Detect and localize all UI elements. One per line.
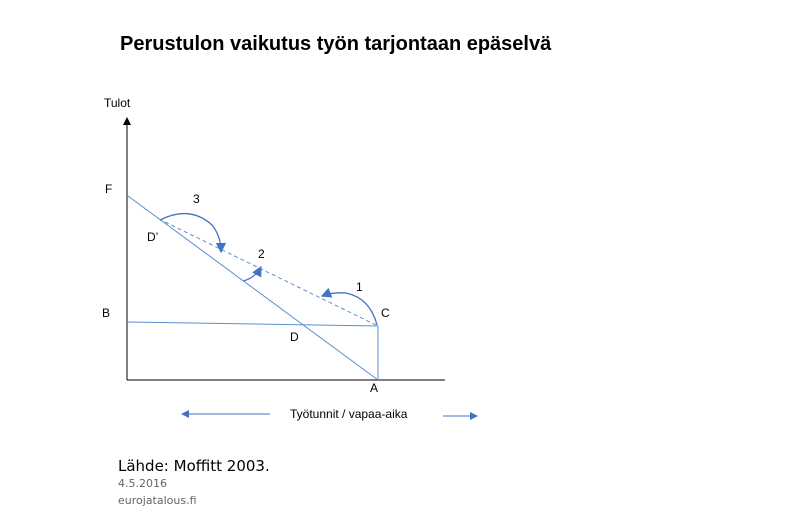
arrow-1 (320, 287, 378, 326)
label-f: F (105, 182, 112, 196)
y-axis-label: Tulot (104, 96, 131, 110)
budget-line (127, 195, 379, 381)
basic-income-line (127, 321, 379, 327)
dashed-line (164, 221, 379, 327)
arrow-3 (159, 213, 227, 254)
x-axis-label: Työtunnit / vapaa-aika (290, 407, 408, 421)
label-d-prime: D’ (147, 230, 158, 244)
label-a: A (370, 381, 378, 395)
label-d: D (290, 330, 299, 344)
step-3: 3 (193, 192, 200, 206)
source: Lähde: Moffitt 2003. (118, 457, 270, 475)
step-2: 2 (258, 247, 265, 261)
site: eurojatalous.fi (118, 494, 197, 507)
date: 4.5.2016 (118, 477, 167, 490)
label-c: C (381, 306, 390, 320)
step-1: 1 (356, 280, 363, 294)
arrow-2 (242, 265, 262, 282)
label-b: B (102, 306, 110, 320)
title: Perustulon vaikutus työn tarjontaan epäs… (120, 33, 552, 55)
